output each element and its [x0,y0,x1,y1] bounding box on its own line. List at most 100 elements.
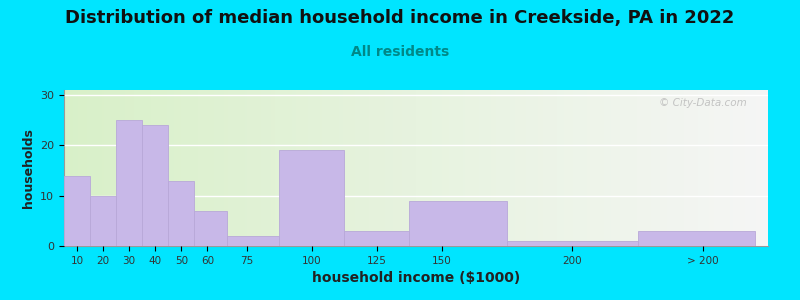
Bar [114,90,116,246]
Bar [430,90,433,246]
Bar [742,90,745,246]
Bar [182,90,184,246]
Bar [287,90,290,246]
Bar [705,90,707,246]
Bar [416,90,418,246]
Bar [597,90,599,246]
Bar [200,90,202,246]
Bar [519,90,522,246]
Bar [76,90,78,246]
Bar [446,90,449,246]
Bar [111,90,114,246]
Bar [279,150,344,246]
Bar [280,90,282,246]
Bar [470,90,472,246]
Bar [536,90,538,246]
Bar [125,90,127,246]
Bar [503,90,505,246]
Y-axis label: households: households [22,128,34,208]
Bar [371,90,374,246]
Bar [250,90,252,246]
Bar [374,90,376,246]
Bar [167,90,170,246]
Bar [674,90,677,246]
Bar [395,90,398,246]
Bar [275,90,278,246]
Bar [369,90,371,246]
Bar [226,90,228,246]
Bar [118,90,120,246]
Bar [399,90,402,246]
Bar [526,90,529,246]
Bar [142,125,168,246]
Bar [104,90,106,246]
Bar [132,90,134,246]
Bar [712,90,714,246]
Bar [564,90,566,246]
Bar [109,90,111,246]
Bar [683,90,686,246]
Bar [230,90,233,246]
Bar [599,90,602,246]
Bar [360,90,362,246]
Bar [716,90,718,246]
Bar [710,90,712,246]
Bar [690,90,693,246]
Bar [494,90,496,246]
Bar [766,90,768,246]
Bar [184,90,186,246]
Bar [207,90,210,246]
Bar [702,90,705,246]
Bar [410,201,507,246]
Bar [296,90,298,246]
Bar [602,90,604,246]
Bar [606,90,609,246]
Bar [477,90,479,246]
Bar [510,90,512,246]
Bar [442,90,444,246]
Bar [149,90,151,246]
Bar [411,90,414,246]
Bar [381,90,383,246]
Bar [320,90,322,246]
Bar [644,90,646,246]
Bar [270,90,273,246]
Bar [594,90,597,246]
Bar [106,90,109,246]
Bar [308,90,310,246]
Bar [87,90,90,246]
Bar [386,90,388,246]
Bar [78,90,81,246]
Bar [327,90,329,246]
Bar [334,90,336,246]
Bar [620,90,622,246]
Bar [219,90,222,246]
Bar [282,90,285,246]
Text: Distribution of median household income in Creekside, PA in 2022: Distribution of median household income … [66,9,734,27]
Bar [580,90,582,246]
Bar [294,90,296,246]
Bar [90,196,116,246]
Bar [153,90,155,246]
Bar [592,90,594,246]
Bar [540,90,542,246]
Bar [202,90,205,246]
Bar [406,90,409,246]
Bar [388,90,390,246]
Bar [134,90,137,246]
Bar [303,90,306,246]
Bar [726,90,728,246]
Bar [179,90,182,246]
Bar [514,90,517,246]
Bar [554,90,557,246]
Bar [507,241,638,246]
Bar [437,90,439,246]
Bar [496,90,498,246]
Bar [240,90,242,246]
Bar [468,90,470,246]
Bar [71,90,74,246]
Bar [263,90,266,246]
Text: © City-Data.com: © City-Data.com [659,98,747,108]
Bar [223,90,226,246]
Bar [618,90,620,246]
